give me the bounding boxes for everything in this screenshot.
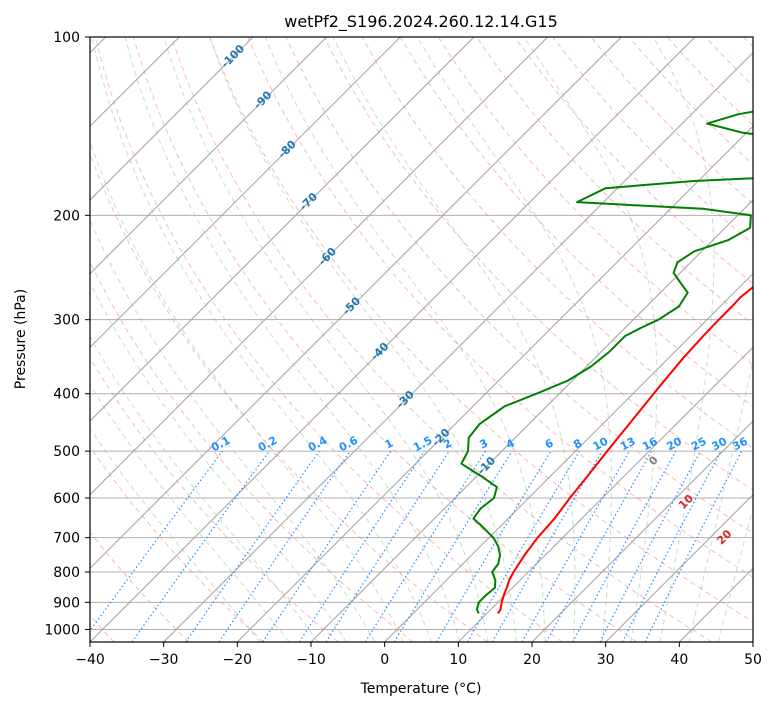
dewpoint-profile-line [460,110,753,614]
isotherm-line [163,51,753,642]
moist-adiabat-line [209,37,517,642]
x-axis-title: Temperature (°C) [360,681,482,697]
x-tick-label: 30 [597,652,615,668]
y-tick-label: 1000 [44,622,80,638]
mixing-ratio-line [185,450,320,642]
mixing-ratio-label: 16 [640,435,660,454]
y-tick-label: 800 [53,565,80,581]
mixing-ratio-line [131,450,270,642]
x-tick-label: 50 [744,652,762,668]
y-tick-label: 100 [53,30,80,46]
temperature-profile-line [497,285,753,615]
mixing-ratio-line [644,450,743,642]
isotherm-line [90,37,254,201]
moist-adiabat-line [90,335,319,642]
dry-adiabat-line [209,37,753,623]
moist-adiabat-line [417,37,612,642]
mixing-ratio-label: 13 [618,435,638,454]
y-tick-label: 600 [53,491,80,507]
moist-adiabat-line [91,37,432,642]
dry-adiabat-line [90,260,414,642]
x-tick-label: 0 [380,652,389,668]
isotherm-line [90,37,622,570]
moist-adiabat-line [163,37,489,642]
y-axis-title: Pressure (hPa) [13,289,29,389]
dry-adiabat-line [90,356,339,642]
y-tick-label: 900 [53,595,80,611]
mixing-ratio-line [90,450,223,632]
mixing-ratio-line [393,450,513,642]
x-tick-label: −40 [75,652,105,668]
mixing-ratio-label: 20 [664,435,684,454]
dry-adiabat-line [90,446,264,642]
isotherm-line [90,37,328,275]
isotherm-line [236,125,753,642]
x-tick-label: −30 [149,652,179,668]
chart-title: wetPf2_S196.2024.260.12.14.G15 [284,12,558,32]
dry-adiabat-line [90,531,190,642]
mixing-ratio-line [298,450,425,642]
x-tick-label: −20 [223,652,253,668]
y-tick-label: 500 [53,444,80,460]
isotherm-line [384,272,753,642]
y-axis: 100 200 300 400 500 600 700 800 900 1000 [44,30,90,638]
x-axis: −40 −30 −20 −10 0 10 20 30 40 50 [75,642,762,668]
mixing-ratio-line [325,450,450,642]
moist-adiabat-line [90,383,290,642]
moist-adiabat-line [90,218,376,642]
y-tick-label: 200 [53,208,80,224]
dry-adiabat-line [361,37,753,449]
moist-adiabat-line [90,427,261,642]
dry-adiabat-line [247,37,753,578]
x-tick-label: 40 [670,652,688,668]
mixing-ratio-line [545,450,653,642]
mixing-ratio-label: 10 [591,435,611,454]
dry-adiabat-line [514,37,753,285]
mixing-ratio-label: 30 [710,435,730,454]
moist-adiabat-line [652,37,715,642]
isotherm-line [90,37,475,422]
moist-adiabat-line [264,37,546,642]
series-layer [460,110,753,615]
plot-frame [89,36,754,643]
dry-adiabat-line [94,37,563,642]
isotherm-line [90,37,696,642]
moist-adiabat-line [523,37,658,642]
moist-adiabat-line [332,37,576,642]
x-tick-label: 10 [449,652,467,668]
mixing-ratio-line [218,450,351,642]
mixing-ratio-label: 25 [689,435,709,454]
y-tick-label: 300 [53,313,80,329]
isotherm-line [531,420,753,642]
isotherm-line [605,493,753,642]
isotherm-line [90,37,549,496]
y-tick-label: 700 [53,531,80,547]
x-tick-label: −10 [296,652,326,668]
moist-adiabat-line [90,139,404,642]
moist-adiabat-line [124,37,461,642]
x-tick-label: 20 [523,652,541,668]
mixing-ratio-line [521,450,631,642]
dry-adiabat-line [90,152,488,642]
dry-adiabat-line [399,37,753,407]
mixing-ratio-label: 36 [730,435,750,454]
mixing-ratio-line [572,450,677,642]
y-tick-label: 400 [53,387,80,403]
isotherm-line [90,37,401,349]
mixing-ratio-line [262,450,392,642]
isotherm-line [457,346,753,642]
